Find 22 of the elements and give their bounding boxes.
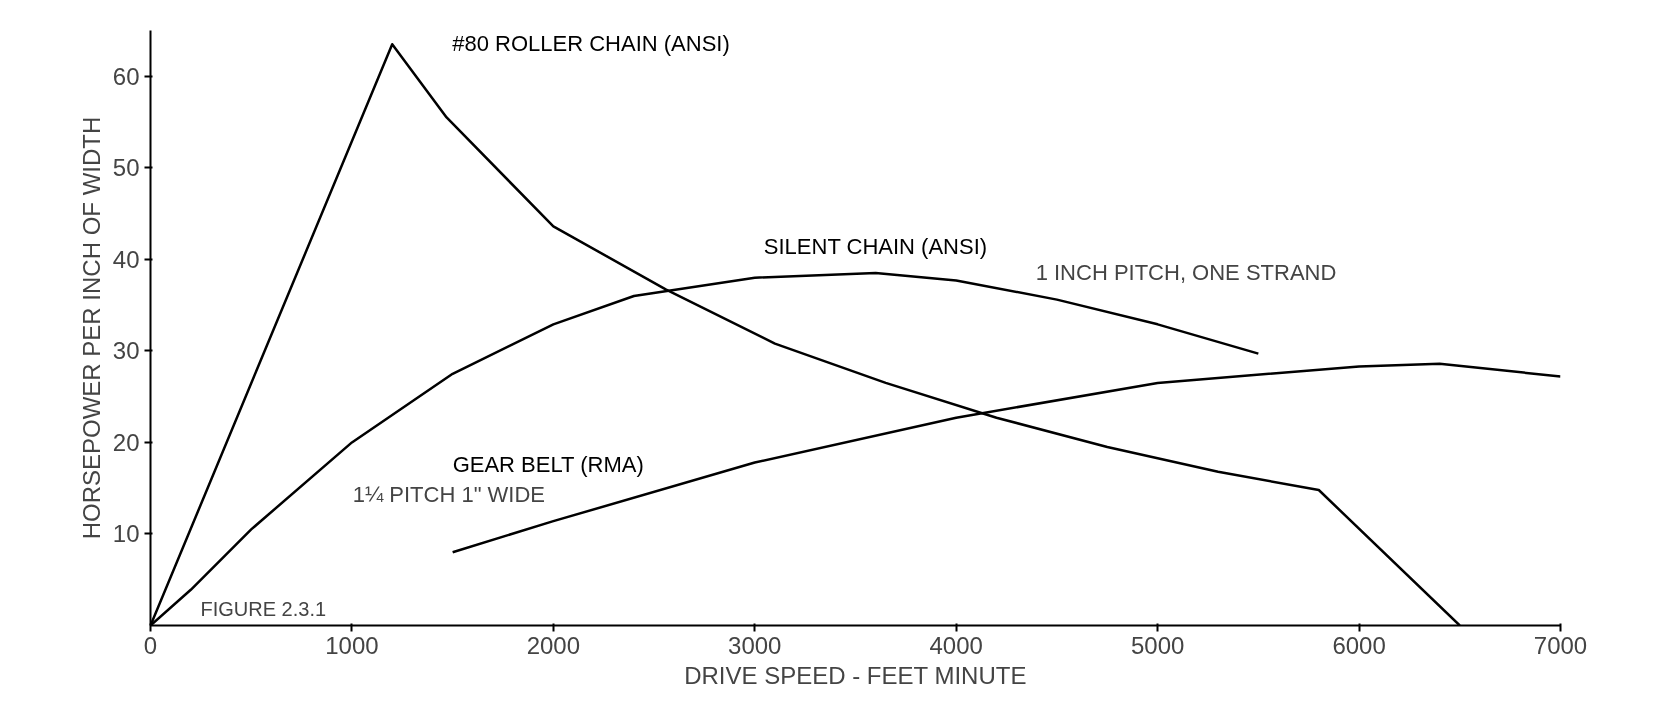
series-label: GEAR BELT (RMA) xyxy=(452,452,644,478)
x-tick-label: 5000 xyxy=(1130,631,1185,659)
y-tick-label: 60 xyxy=(112,62,140,90)
annotation: FIGURE 2.3.1 xyxy=(200,597,327,620)
y-tick-label: 40 xyxy=(112,245,140,273)
y-tick-label: 50 xyxy=(112,154,140,182)
x-tick-label: 6000 xyxy=(1332,631,1386,659)
annotation: 1¼ PITCH 1" WIDE xyxy=(352,482,546,508)
x-tick-label: 7000 xyxy=(1533,631,1588,659)
series-label: #80 ROLLER CHAIN (ANSI) xyxy=(452,31,730,57)
series-label: SILENT CHAIN (ANSI) xyxy=(763,234,988,260)
y-tick-label: 10 xyxy=(112,520,140,548)
y-tick-label: 20 xyxy=(112,428,140,456)
x-tick-label: 1000 xyxy=(325,631,379,659)
x-tick-label: 0 xyxy=(143,631,158,659)
annotation: 1 INCH PITCH, ONE STRAND xyxy=(1035,260,1337,286)
x-tick-label: 2000 xyxy=(526,631,581,659)
y-axis-title: HORSEPOWER PER INCH OF WIDTH xyxy=(77,116,105,540)
y-tick-label: 30 xyxy=(112,337,140,365)
x-tick-label: 4000 xyxy=(929,631,983,659)
x-tick-label: 3000 xyxy=(728,631,782,659)
x-axis-title: DRIVE SPEED - FEET MINUTE xyxy=(684,661,1027,689)
